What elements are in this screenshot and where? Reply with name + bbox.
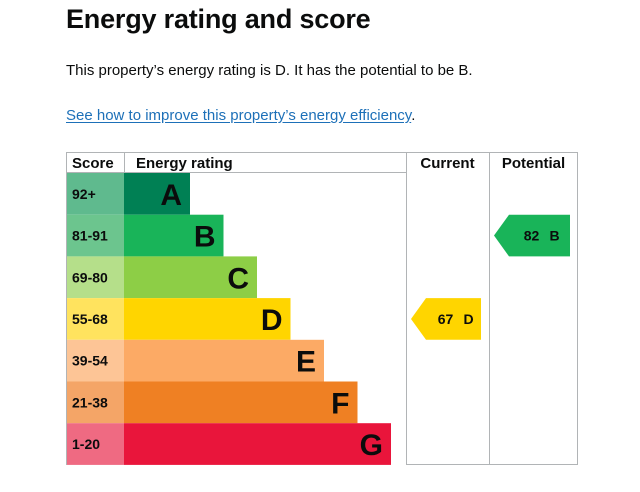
improve-link-line: See how to improve this property’s energ… bbox=[66, 105, 415, 127]
rating-letter-c: C bbox=[227, 262, 249, 295]
score-range-e: 39-54 bbox=[72, 353, 108, 369]
rating-letter-g: G bbox=[360, 429, 383, 462]
potential-rating-score: 82 bbox=[524, 228, 540, 244]
potential-column-header: Potential bbox=[502, 155, 565, 172]
rating-bar-e bbox=[124, 339, 324, 382]
rating-bar-f bbox=[124, 381, 358, 424]
score-cell-f bbox=[66, 381, 124, 424]
energy-rating-graph: Score Energy rating Current Potential 92+ A 81… bbox=[66, 152, 578, 465]
score-range-b: 81-91 bbox=[72, 228, 108, 244]
score-range-f: 21-38 bbox=[72, 394, 108, 410]
rating-bar-d bbox=[124, 298, 291, 340]
score-range-d: 55-68 bbox=[72, 311, 108, 327]
rating-letter-b: B bbox=[194, 221, 216, 254]
score-column-header: Score bbox=[72, 155, 114, 172]
score-range-a: 92+ bbox=[72, 186, 96, 202]
page-title: Energy rating and score bbox=[66, 4, 371, 34]
potential-rating-arrow bbox=[494, 214, 570, 257]
score-cell-a bbox=[66, 173, 124, 215]
rating-summary: This property’s energy rating is D. It h… bbox=[66, 62, 473, 79]
current-rating-arrow bbox=[411, 298, 481, 340]
energy-rating-svg: Score Energy rating Current Potential 92+ A 81… bbox=[66, 152, 578, 465]
rating-bar-c bbox=[124, 256, 257, 299]
current-rating-score: 67 bbox=[438, 311, 454, 327]
score-cell-c bbox=[66, 256, 124, 299]
score-cell-e bbox=[66, 339, 124, 382]
rating-letter-d: D bbox=[261, 304, 283, 337]
score-cell-g bbox=[66, 423, 124, 465]
energy-rating-column-header: Energy rating bbox=[136, 155, 233, 172]
link-suffix: . bbox=[411, 107, 416, 124]
rating-bar-a bbox=[124, 173, 190, 215]
rating-letter-e: E bbox=[296, 346, 316, 379]
current-rating-letter: D bbox=[463, 311, 473, 327]
score-range-c: 69-80 bbox=[72, 269, 108, 285]
potential-rating-letter: B bbox=[549, 228, 559, 244]
improve-efficiency-link[interactable]: See how to improve this property’s energ… bbox=[66, 107, 412, 124]
rating-letter-f: F bbox=[331, 387, 349, 420]
score-cell-d bbox=[66, 298, 124, 340]
score-range-g: 1-20 bbox=[72, 436, 100, 452]
current-column-header: Current bbox=[420, 155, 474, 172]
rating-bar-b bbox=[124, 214, 224, 257]
rating-bar-g bbox=[124, 423, 391, 465]
rating-letter-a: A bbox=[160, 179, 182, 212]
score-cell-b bbox=[66, 214, 124, 257]
